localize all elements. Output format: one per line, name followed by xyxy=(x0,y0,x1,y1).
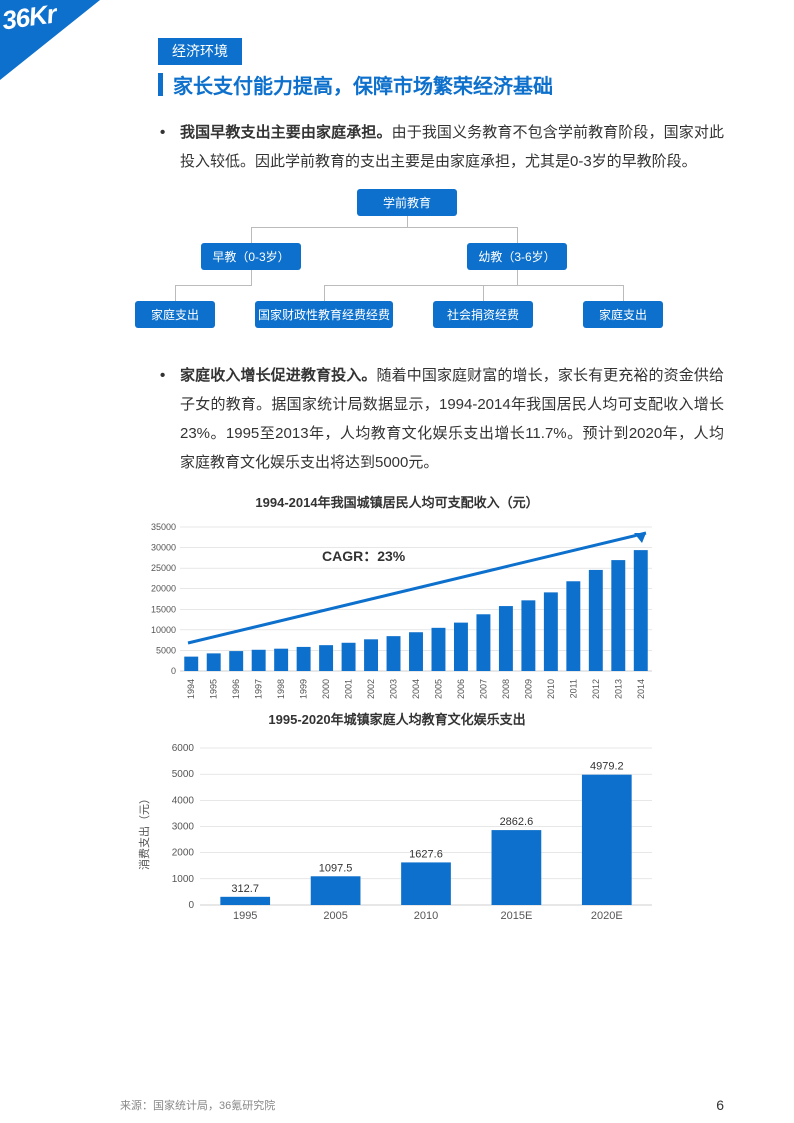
hierarchy-tree: 学前教育 早教（0-3岁） 幼教（3-6岁） 家庭支出 国家财政性教育经费经费 … xyxy=(117,189,677,339)
svg-text:0: 0 xyxy=(188,900,194,911)
page-content: 经济环境 家长支付能力提高，保障市场繁荣经济基础 我国早教支出主要由家庭承担。由… xyxy=(0,0,794,929)
svg-text:2008: 2008 xyxy=(501,679,511,699)
tree-node-l2b: 国家财政性教育经费经费 xyxy=(255,301,393,328)
svg-text:1627.6: 1627.6 xyxy=(409,848,443,860)
svg-text:1998: 1998 xyxy=(276,679,286,699)
svg-text:2001: 2001 xyxy=(344,679,354,699)
tree-node-l2a: 家庭支出 xyxy=(135,301,215,328)
svg-text:2013: 2013 xyxy=(613,679,623,699)
tree-node-root: 学前教育 xyxy=(357,189,457,216)
svg-text:2020E: 2020E xyxy=(591,910,623,922)
title-bar: 家长支付能力提高，保障市场繁荣经济基础 xyxy=(158,73,724,96)
svg-text:1997: 1997 xyxy=(254,679,264,699)
svg-text:4979.2: 4979.2 xyxy=(590,760,624,772)
page-number: 6 xyxy=(716,1097,724,1113)
tree-node-l1b: 幼教（3-6岁） xyxy=(467,243,567,270)
tree-conn xyxy=(324,285,325,301)
svg-text:2006: 2006 xyxy=(456,679,466,699)
svg-text:15000: 15000 xyxy=(151,604,176,614)
page-title: 家长支付能力提高，保障市场繁荣经济基础 xyxy=(173,70,553,99)
tree-conn xyxy=(251,227,518,228)
svg-text:2004: 2004 xyxy=(411,679,421,699)
svg-text:1999: 1999 xyxy=(299,679,309,699)
svg-text:312.7: 312.7 xyxy=(231,882,259,894)
svg-text:2010: 2010 xyxy=(546,679,556,699)
svg-text:20000: 20000 xyxy=(151,583,176,593)
svg-text:4000: 4000 xyxy=(172,795,195,806)
svg-text:2012: 2012 xyxy=(591,679,601,699)
tree-node-l2d: 家庭支出 xyxy=(583,301,663,328)
svg-text:消费支出（元）: 消费支出（元） xyxy=(137,793,151,870)
tree-conn xyxy=(517,227,518,243)
chart1-title: 1994-2014年我国城镇居民人均可支配收入（元） xyxy=(70,492,724,511)
tree-conn xyxy=(483,285,484,301)
tree-conn xyxy=(175,285,176,301)
tree-conn xyxy=(251,227,252,243)
svg-text:1995: 1995 xyxy=(209,679,219,699)
tree-conn xyxy=(407,215,408,227)
chart2-title: 1995-2020年城镇家庭人均教育文化娱乐支出 xyxy=(70,709,724,728)
tree-node-l1a: 早教（0-3岁） xyxy=(201,243,301,270)
bullet-1: 我国早教支出主要由家庭承担。由于我国义务教育不包含学前教育阶段，国家对此投入较低… xyxy=(180,118,724,177)
svg-text:1996: 1996 xyxy=(231,679,241,699)
svg-text:1994: 1994 xyxy=(186,679,196,699)
svg-text:2000: 2000 xyxy=(172,847,195,858)
svg-text:2000: 2000 xyxy=(321,679,331,699)
tree-conn xyxy=(251,269,252,285)
svg-text:2010: 2010 xyxy=(414,910,438,922)
svg-text:2014: 2014 xyxy=(636,679,646,699)
bullet-2: 家庭收入增长促进教育投入。随着中国家庭财富的增长，家长有更充裕的资金供给子女的教… xyxy=(180,361,724,478)
svg-text:1097.5: 1097.5 xyxy=(319,862,353,874)
svg-text:2011: 2011 xyxy=(568,679,578,698)
svg-text:2002: 2002 xyxy=(366,679,376,699)
svg-text:2015E: 2015E xyxy=(500,910,532,922)
svg-text:2003: 2003 xyxy=(389,679,399,699)
svg-text:5000: 5000 xyxy=(156,645,176,655)
tree-conn xyxy=(517,269,518,285)
bullet-2-bold: 家庭收入增长促进教育投入。 xyxy=(180,367,376,384)
svg-text:2005: 2005 xyxy=(323,910,347,922)
chart2: 0 1000 2000 3000 4000 5000 6000 消费支出（元） 312.7 199… xyxy=(132,734,662,929)
svg-text:CAGR：23%: CAGR：23% xyxy=(322,548,406,564)
svg-text:2005: 2005 xyxy=(433,679,443,699)
svg-text:35000: 35000 xyxy=(151,522,176,532)
svg-text:2007: 2007 xyxy=(478,679,488,699)
bullet-1-bold: 我国早教支出主要由家庭承担。 xyxy=(180,124,392,141)
chart2-svg: 0 1000 2000 3000 4000 5000 6000 消费支出（元） 312.7 199… xyxy=(132,734,662,929)
svg-text:3000: 3000 xyxy=(172,821,195,832)
tree-node-l2c: 社会捐资经费 xyxy=(433,301,533,328)
svg-text:6000: 6000 xyxy=(172,743,195,754)
tree-conn xyxy=(175,285,252,286)
source-note: 来源：国家统计局，36氪研究院 xyxy=(120,1097,275,1113)
svg-text:1995: 1995 xyxy=(233,910,257,922)
tree-conn xyxy=(324,285,623,286)
svg-text:1000: 1000 xyxy=(172,873,195,884)
svg-text:25000: 25000 xyxy=(151,563,176,573)
svg-text:0: 0 xyxy=(171,666,176,676)
chart1-svg: 0 5000 10000 15000 20000 25000 30000 35000 1994 1… xyxy=(132,517,662,707)
section-tag: 经济环境 xyxy=(158,38,242,65)
tree-conn xyxy=(623,285,624,301)
svg-text:2009: 2009 xyxy=(523,679,533,699)
svg-text:2862.6: 2862.6 xyxy=(500,816,534,828)
svg-text:30000: 30000 xyxy=(151,542,176,552)
svg-text:5000: 5000 xyxy=(172,769,195,780)
chart1: 0 5000 10000 15000 20000 25000 30000 35000 1994 1… xyxy=(132,517,662,707)
svg-text:10000: 10000 xyxy=(151,624,176,634)
